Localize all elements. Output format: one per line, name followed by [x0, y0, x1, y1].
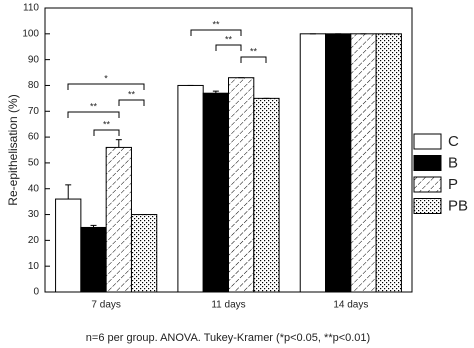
bar [177, 84, 204, 293]
bar [80, 226, 107, 293]
bracket [190, 29, 242, 36]
y-tick-label: 70 [28, 106, 40, 117]
legend-label: B [448, 154, 458, 171]
legend-label: P [448, 176, 458, 193]
bar [299, 33, 327, 293]
legend-label: C [448, 133, 459, 150]
y-tick-label: 10 [28, 261, 40, 272]
significance-label: ** [90, 101, 98, 111]
y-tick-label: 110 [23, 3, 39, 14]
bracket [240, 56, 267, 63]
bar [375, 33, 402, 293]
significance-label: * [104, 73, 108, 83]
significance-label: ** [212, 19, 220, 29]
bar [130, 214, 158, 293]
significance-label: ** [250, 46, 258, 56]
error-bar [212, 90, 219, 94]
significance-label: ** [225, 34, 233, 44]
bracket [67, 111, 120, 118]
bar [55, 198, 82, 293]
error-bar [65, 184, 72, 200]
x-tick-label: 14 days [333, 300, 368, 311]
x-tick-label: 11 days [211, 300, 245, 311]
bracket [67, 83, 145, 90]
y-tick-label: 60 [28, 132, 40, 143]
error-bar [115, 139, 122, 148]
bracket [215, 44, 242, 51]
y-tick-label: 20 [28, 235, 40, 246]
significance-label: ** [103, 119, 111, 129]
y-tick-label: 40 [28, 183, 40, 194]
x-axis-label: n=6 per group. ANOVA. Tukey-Kramer (*p<0… [86, 332, 370, 344]
legend-swatch [413, 176, 442, 193]
legend-swatch [413, 133, 442, 150]
legend-swatch [413, 155, 442, 171]
bar [202, 92, 229, 293]
y-tick-label: 50 [28, 158, 40, 169]
y-tick-label: 100 [22, 28, 39, 39]
error-bar [90, 224, 97, 228]
bar [253, 97, 280, 293]
y-tick-label: 0 [33, 287, 39, 298]
bar [325, 33, 352, 293]
plot-frame [44, 7, 413, 293]
bracket [93, 129, 120, 136]
y-tick-label: 30 [28, 209, 40, 220]
y-tick-label: 80 [28, 80, 40, 91]
legend-label: PB [448, 197, 468, 214]
bar [105, 146, 132, 293]
significance-label: ** [128, 89, 136, 99]
bracket [118, 99, 145, 106]
x-tick-label: 7 days [91, 300, 120, 311]
legend-swatch [413, 198, 442, 214]
y-axis-label: Re-epithelisation (%) [6, 94, 20, 205]
bar [228, 77, 255, 293]
y-tick-label: 90 [28, 54, 40, 65]
bar [350, 33, 377, 293]
